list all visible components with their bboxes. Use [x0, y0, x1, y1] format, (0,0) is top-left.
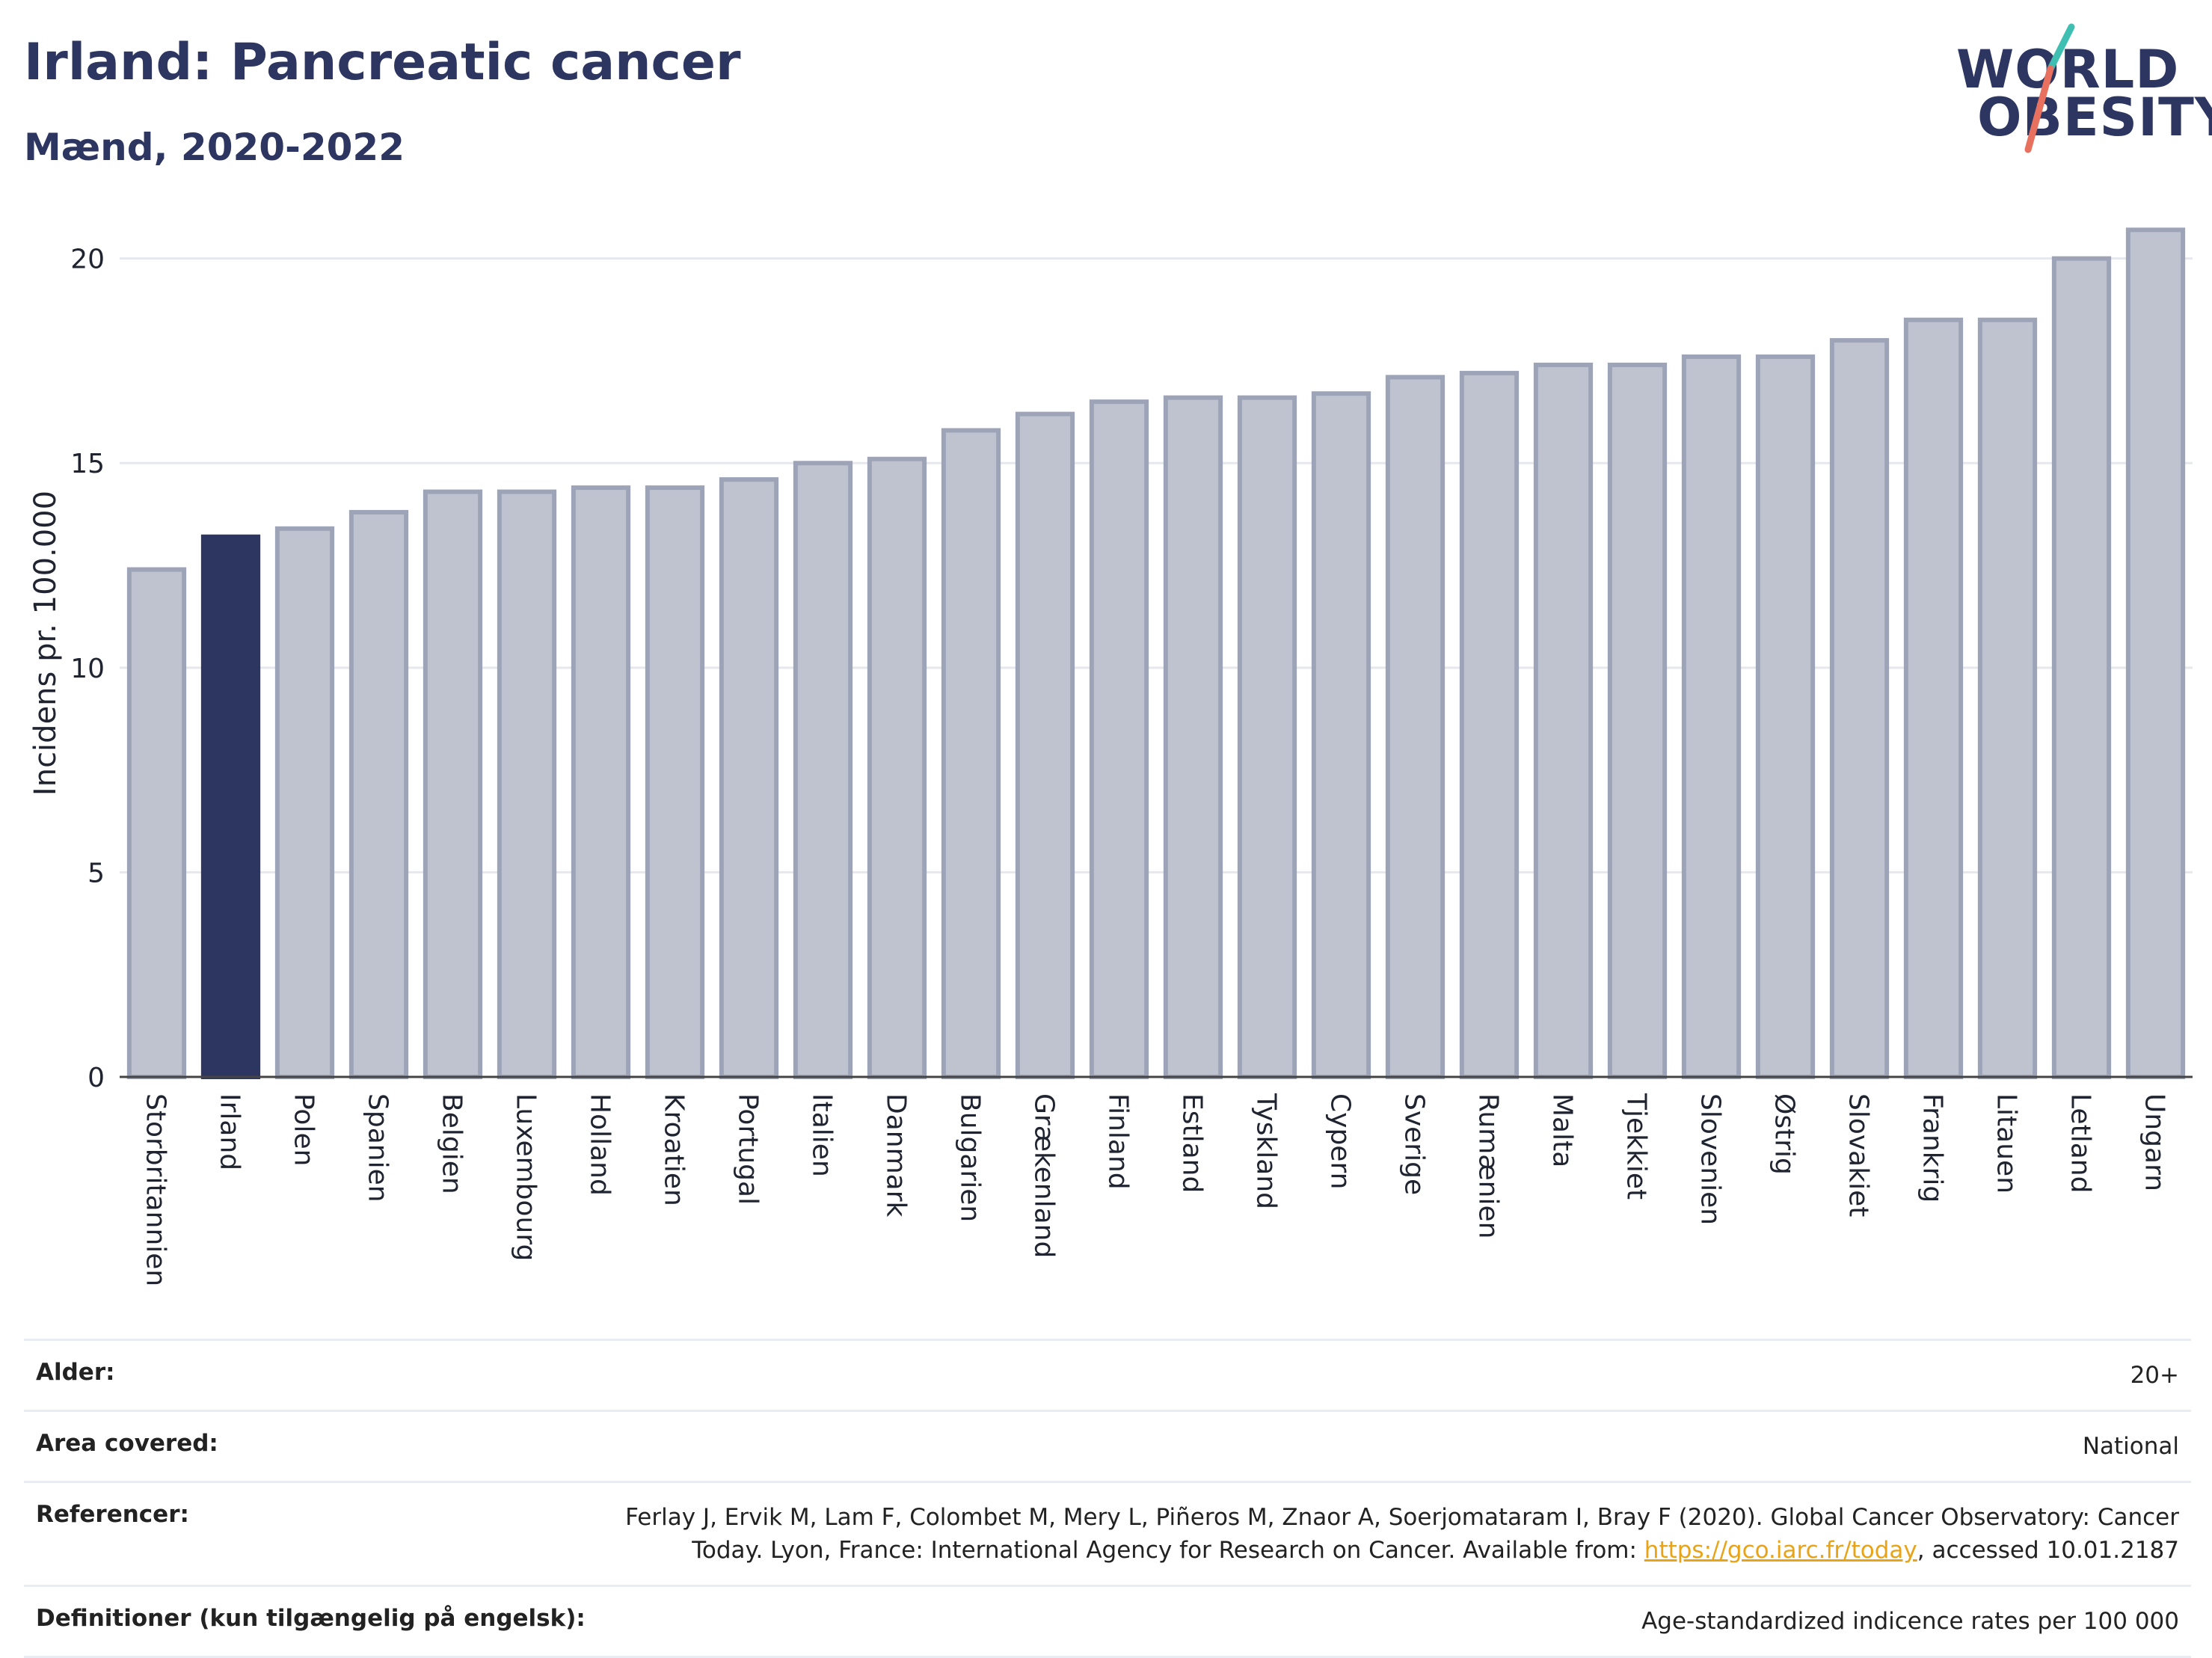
- x-tick-label: Finland: [1103, 1093, 1134, 1190]
- bar-bulgarien: [941, 428, 1001, 1080]
- x-tick-label: Litauen: [1991, 1093, 2022, 1194]
- x-tick-label: Storbritannien: [141, 1093, 171, 1286]
- info-value: Age-standardized indicence rates per 100…: [1641, 1608, 2179, 1635]
- logo-line1: WORLD: [1956, 39, 2180, 100]
- x-tick-label: Irland: [215, 1093, 245, 1170]
- axes: 0 5 10 15 20 Storbritannien Irland Polen Spanien…: [70, 245, 2193, 1286]
- y-tick-label: 10: [70, 654, 105, 684]
- y-tick-label: 0: [87, 1063, 105, 1093]
- x-tick-label: Cypern: [1325, 1093, 1356, 1189]
- x-tick-label: Estland: [1177, 1093, 1208, 1193]
- x-tick-label: Slovakiet: [1843, 1093, 1874, 1217]
- bar-grækenland: [1015, 411, 1075, 1079]
- bar-luxembourg: [497, 489, 557, 1079]
- info-label: Referencer:: [36, 1501, 189, 1528]
- x-tick-label: Sverige: [1399, 1093, 1430, 1195]
- x-tick-label: Malta: [1547, 1093, 1578, 1167]
- bar-ungarn: [2125, 227, 2186, 1079]
- info-row-age: Alder: 20+: [24, 1339, 2191, 1410]
- logo-line2: OBESITY: [1977, 87, 2212, 148]
- info-label: Definitioner (kun tilgængelig på engelsk…: [36, 1605, 586, 1632]
- bar-tjekkiet: [1607, 362, 1668, 1080]
- info-value: Ferlay J, Ervik M, Lam F, Colombet M, Me…: [594, 1501, 2179, 1567]
- bar-kroatien: [645, 485, 705, 1079]
- info-label: Alder:: [36, 1359, 115, 1386]
- y-tick-label: 15: [70, 449, 105, 479]
- info-row-references: Referencer: Ferlay J, Ervik M, Lam F, Co…: [24, 1481, 2191, 1585]
- bar-letland: [2051, 256, 2112, 1079]
- x-tick-label: Østrig: [1769, 1093, 1800, 1175]
- y-tick-label: 5: [87, 858, 105, 888]
- info-row-area: Area covered: National: [24, 1410, 2191, 1481]
- bar-litauen: [1977, 317, 2038, 1080]
- x-tick-label: Frankrig: [1917, 1093, 1948, 1203]
- reference-text: Ferlay J, Ervik M, Lam F, Colombet M, Me…: [625, 1504, 2179, 1564]
- x-tick-label: Kroatien: [659, 1093, 689, 1206]
- bar-cypern: [1311, 391, 1371, 1079]
- x-tick-label: Rumænien: [1473, 1093, 1504, 1238]
- bar-chart: 0 5 10 15 20 Storbritannien Irland Polen Spanien…: [28, 227, 2193, 1286]
- x-tick-label: Holland: [585, 1093, 615, 1196]
- bar-irland: [200, 534, 261, 1079]
- x-tick-label: Belgien: [437, 1093, 467, 1194]
- x-tick-label: Grækenland: [1029, 1093, 1060, 1258]
- bar-danmark: [867, 456, 927, 1080]
- bar-polen: [274, 526, 335, 1079]
- x-tick-label: Bulgarien: [955, 1093, 986, 1222]
- world-obesity-logo: WORLD OBESITY: [1944, 22, 2212, 157]
- x-tick-label: Tjekkiet: [1621, 1093, 1652, 1200]
- bar-slovenien: [1681, 354, 1742, 1079]
- bar-rumænien: [1459, 370, 1520, 1079]
- x-tick-label: Portugal: [733, 1093, 764, 1205]
- bar-portugal: [719, 477, 779, 1079]
- bar-finland: [1089, 399, 1149, 1079]
- bar-italien: [793, 461, 853, 1079]
- reference-accessed: , accessed 10.01.2187: [1917, 1537, 2179, 1564]
- info-row-definitions: Definitioner (kun tilgængelig på engelsk…: [24, 1585, 2191, 1658]
- bar-spanien: [348, 509, 409, 1080]
- bar-holland: [571, 485, 631, 1079]
- info-table: Alder: 20+ Area covered: National Refere…: [24, 1339, 2191, 1658]
- bar-storbritannien: [126, 567, 187, 1079]
- bar-belgien: [423, 489, 483, 1079]
- bar-slovakiet: [1829, 338, 1890, 1079]
- bar-estland: [1163, 395, 1223, 1079]
- bar-frankrig: [1903, 317, 1964, 1080]
- bar-sverige: [1385, 375, 1446, 1080]
- bar-østrig: [1755, 354, 1816, 1079]
- reference-link[interactable]: https://gco.iarc.fr/today: [1644, 1537, 1917, 1564]
- page-title: Irland: Pancreatic cancer: [24, 33, 741, 92]
- bars: [126, 227, 2186, 1080]
- x-tick-label: Luxembourg: [511, 1093, 541, 1261]
- y-tick-label: 20: [70, 245, 105, 275]
- x-tick-label: Slovenien: [1695, 1093, 1726, 1225]
- x-tick-label: Danmark: [881, 1093, 912, 1218]
- x-tick-label: Italien: [807, 1093, 838, 1177]
- x-tick-label: Ungarn: [2139, 1093, 2170, 1191]
- x-tick-label: Spanien: [363, 1093, 393, 1203]
- y-axis-label: Incidens pr. 100.000: [28, 491, 63, 796]
- page-subtitle: Mænd, 2020-2022: [24, 126, 405, 169]
- x-tick-label: Letland: [2065, 1093, 2096, 1193]
- x-tick-label: Tyskland: [1251, 1093, 1282, 1209]
- info-value: 20+: [2130, 1362, 2179, 1389]
- bar-malta: [1533, 362, 1594, 1080]
- x-tick-label: Polen: [289, 1093, 319, 1166]
- logo-slash-icon: [2024, 23, 2075, 153]
- info-value: National: [2082, 1433, 2179, 1460]
- info-label: Area covered:: [36, 1430, 218, 1457]
- bar-tyskland: [1237, 395, 1297, 1079]
